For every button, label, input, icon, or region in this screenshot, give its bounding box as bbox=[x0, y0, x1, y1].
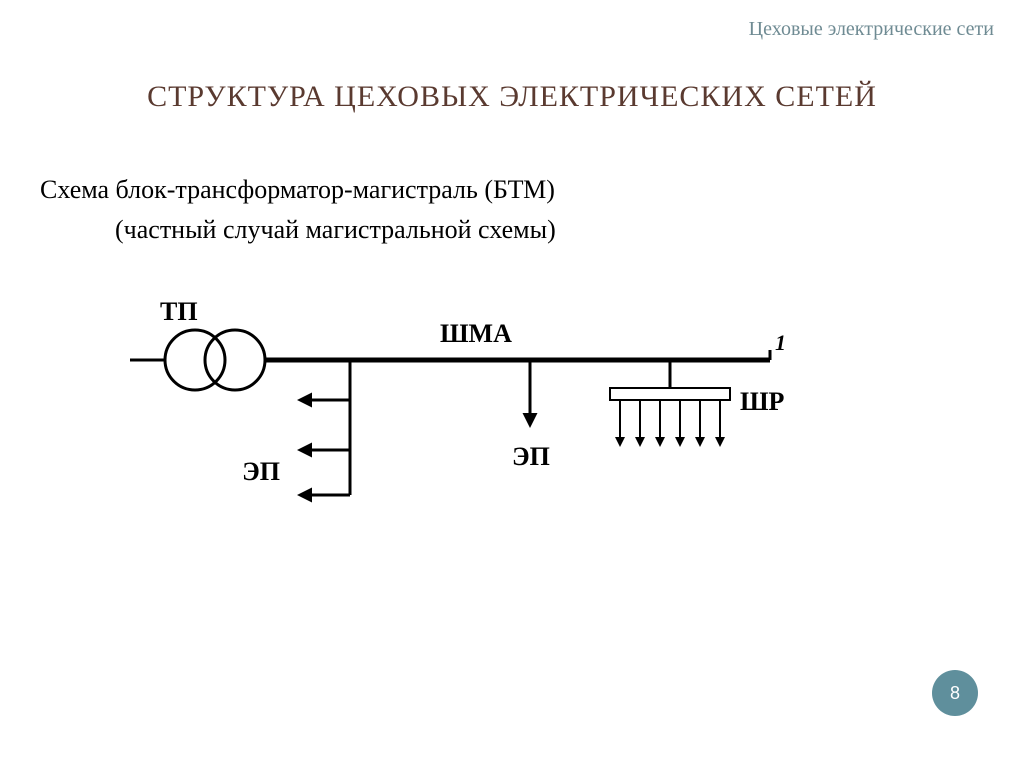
slide-title: СТРУКТУРА ЦЕХОВЫХ ЭЛЕКТРИЧЕСКИХ СЕТЕЙ bbox=[0, 80, 1024, 114]
slide-topic: Цеховые электрические сети bbox=[749, 18, 994, 41]
svg-text:ТП: ТП bbox=[160, 297, 198, 326]
svg-text:ШМА: ШМА bbox=[440, 319, 512, 348]
slide-title-text: СТРУКТУРА ЦЕХОВЫХ ЭЛЕКТРИЧЕСКИХ СЕТЕЙ bbox=[147, 80, 877, 113]
svg-text:ЭП: ЭП bbox=[512, 442, 550, 471]
slide-topic-text: Цеховые электрические сети bbox=[749, 18, 994, 40]
subtitle-line-2: (частный случай магистральной схемы) bbox=[115, 215, 556, 245]
subtitle-line-1: Схема блок-трансформатор-магистраль (БТМ… bbox=[40, 175, 555, 205]
page-number: 8 bbox=[950, 683, 960, 704]
btm-schematic: ТП ШМА 1 ЭП ЭП ШР bbox=[130, 280, 830, 580]
svg-text:ШР: ШР bbox=[740, 387, 785, 416]
svg-text:1: 1 bbox=[775, 330, 786, 355]
svg-text:ЭП: ЭП bbox=[242, 457, 280, 486]
page-number-badge: 8 bbox=[932, 670, 978, 716]
schematic-svg: ТП ШМА 1 ЭП ЭП ШР bbox=[130, 280, 830, 580]
